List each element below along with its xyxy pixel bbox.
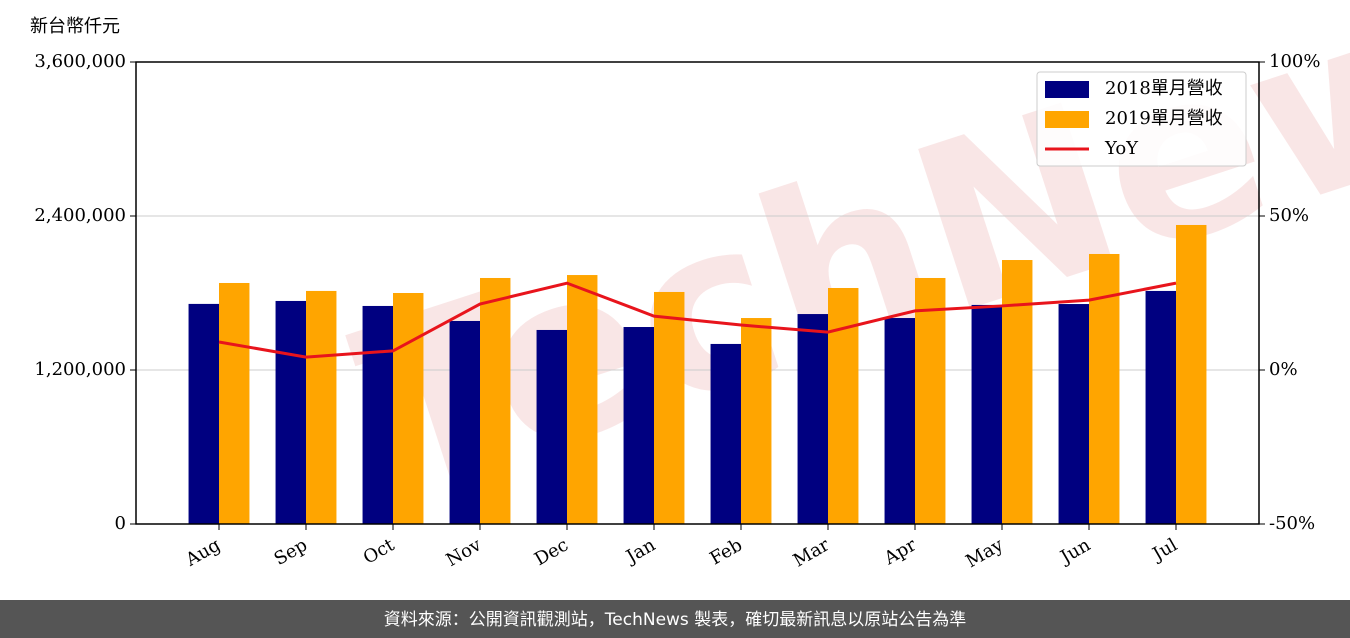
legend-swatch xyxy=(1045,111,1089,128)
y2-tick-label: 100% xyxy=(1269,51,1320,72)
x-tick-label: Apr xyxy=(880,534,920,569)
bar xyxy=(1002,260,1033,524)
y2-tick-label: 0% xyxy=(1269,359,1298,380)
bar xyxy=(797,314,828,524)
line xyxy=(218,281,1177,359)
legend-swatch xyxy=(1045,81,1089,98)
bar xyxy=(567,275,598,524)
bar xyxy=(480,277,511,524)
bar xyxy=(1058,304,1089,524)
bar xyxy=(915,277,946,524)
x-tick-label: Sep xyxy=(271,534,311,569)
bar xyxy=(306,290,337,524)
y2-tick-label: 50% xyxy=(1269,205,1309,226)
bar xyxy=(828,287,859,524)
y-tick-label: 3,600,000 xyxy=(34,51,126,72)
x-tick-label: Oct xyxy=(360,534,399,569)
y2-tick-label: -50% xyxy=(1269,513,1315,534)
bar xyxy=(1176,224,1207,524)
bar xyxy=(1145,290,1176,524)
bar xyxy=(971,304,1002,524)
y-axis-label: 新台幣仟元 xyxy=(30,16,120,37)
legend-label: 2018單月營收 xyxy=(1105,78,1223,99)
bar xyxy=(741,318,772,524)
bar xyxy=(393,293,424,524)
bar xyxy=(362,305,393,524)
bar xyxy=(275,300,306,524)
bar xyxy=(449,320,480,524)
plot-frame xyxy=(135,61,1260,525)
legend-label: YoY xyxy=(1104,138,1139,159)
bar xyxy=(654,291,685,524)
x-tick-label: Jan xyxy=(621,534,659,568)
bar xyxy=(710,343,741,524)
y-tick-label: 0 xyxy=(115,513,126,534)
footer-bar xyxy=(0,600,1350,638)
bar xyxy=(188,303,219,524)
legend-box xyxy=(1036,71,1247,167)
x-tick-label: Nov xyxy=(443,534,486,571)
bar xyxy=(536,329,567,524)
y-tick-label: 2,400,000 xyxy=(34,205,126,226)
bar xyxy=(884,318,915,524)
x-tick-label: Feb xyxy=(706,534,746,569)
footer: 資料來源：公開資訊觀測站，TechNews 製表，確切最新訊息以原站公告為準 xyxy=(384,610,966,630)
legend-label: 2019單月營收 xyxy=(1105,108,1223,129)
x-tick-label: May xyxy=(962,534,1007,572)
bar xyxy=(219,282,250,524)
x-tick-label: Dec xyxy=(531,534,572,570)
x-tick-label: Jul xyxy=(1147,534,1181,566)
x-tick-label: Jun xyxy=(1055,534,1094,569)
x-tick-label: Mar xyxy=(790,534,834,571)
bar xyxy=(623,327,654,524)
y-tick-label: 1,200,000 xyxy=(34,359,126,380)
x-tick-label: Aug xyxy=(181,534,224,571)
